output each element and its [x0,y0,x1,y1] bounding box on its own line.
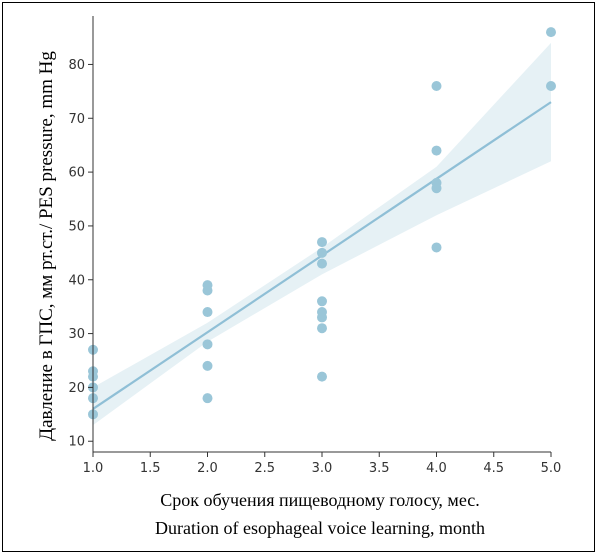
x-axis-title-line2: Duration of esophageal voice learning, m… [155,518,485,538]
data-point [317,371,327,382]
data-point [202,339,213,350]
x-tick-label: 4.5 [483,461,504,476]
x-tick-label: 5.0 [541,461,562,476]
confidence-band-layer [93,42,551,426]
y-tick-label: 50 [68,219,85,234]
data-point [202,360,213,371]
x-tick-label: 3.5 [369,461,390,476]
y-tick-label: 20 [68,381,85,396]
x-ticks-layer: 1.0 1.5 2.0 2.5 3.0 3.5 4.0 4.5 5.0 [83,452,562,476]
y-tick-label: 40 [68,273,85,288]
y-tick-label: 70 [68,112,85,127]
y-tick-label: 10 [68,435,85,450]
x-tick-label: 2.0 [197,461,218,476]
y-tick-label: 80 [68,58,85,73]
data-point [317,323,327,334]
x-tick-label: 1.5 [140,461,161,476]
data-point [202,285,213,296]
y-tick-label: 60 [68,166,85,181]
x-tick-label: 3.0 [312,461,333,476]
data-point [546,27,556,38]
axes-layer [92,16,551,453]
x-axis-title-line1: Срок обучения пищеводному голосу, мес. [160,490,480,510]
data-point [317,296,327,307]
data-point [317,312,327,323]
data-point [431,183,442,194]
x-tick-label: 2.5 [254,461,275,476]
data-point [317,247,327,258]
data-point [202,307,213,318]
y-tick-label: 30 [68,327,85,342]
y-axis-title: Давление в ГПС, мм рт.ст./ PES pressure,… [36,51,57,441]
data-point [317,237,327,248]
data-point [317,258,327,269]
data-point [431,80,442,91]
y-ticks-layer: 10 20 30 40 50 60 70 80 [68,58,93,450]
data-point [202,393,213,404]
x-tick-label: 1.0 [83,461,104,476]
confidence-band [93,42,551,426]
data-point [431,145,442,156]
data-point [546,80,556,91]
data-point [431,242,442,253]
x-tick-label: 4.0 [426,461,447,476]
